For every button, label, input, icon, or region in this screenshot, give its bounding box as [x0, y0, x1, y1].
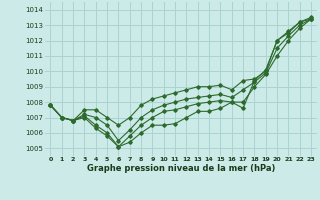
- X-axis label: Graphe pression niveau de la mer (hPa): Graphe pression niveau de la mer (hPa): [87, 164, 275, 173]
